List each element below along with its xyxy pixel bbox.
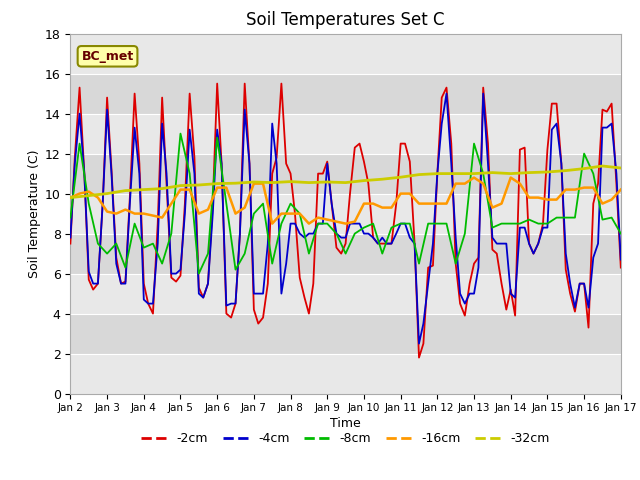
-32cm [122, 188, 129, 193]
-2cm [415, 355, 423, 360]
Bar [70, 313, 621, 354]
-8cm [617, 231, 625, 237]
-32cm [452, 171, 460, 177]
-32cm [195, 182, 203, 188]
-32cm [268, 180, 276, 185]
-16cm [259, 180, 267, 186]
-8cm [415, 261, 423, 266]
Text: BC_met: BC_met [81, 50, 134, 63]
-32cm [85, 192, 93, 199]
-8cm [378, 251, 386, 256]
-32cm [158, 186, 166, 192]
-32cm [378, 176, 386, 182]
-16cm [268, 221, 276, 227]
-32cm [525, 170, 533, 176]
-4cm [617, 257, 625, 263]
-32cm [617, 165, 625, 171]
-2cm [213, 81, 221, 86]
-4cm [411, 240, 419, 247]
Bar [70, 73, 621, 114]
-32cm [488, 170, 496, 176]
-16cm [177, 187, 184, 192]
-2cm [617, 264, 625, 270]
-16cm [406, 191, 413, 196]
-32cm [232, 180, 239, 186]
-4cm [195, 291, 203, 297]
Bar [70, 274, 621, 313]
-32cm [507, 171, 515, 177]
-32cm [103, 191, 111, 196]
Bar [70, 193, 621, 234]
-32cm [598, 163, 606, 169]
-32cm [287, 179, 294, 184]
-32cm [360, 178, 368, 183]
-8cm [562, 215, 570, 220]
-32cm [470, 171, 478, 177]
-16cm [369, 201, 377, 206]
-4cm [589, 255, 597, 261]
-8cm [177, 131, 184, 136]
-16cm [195, 211, 203, 216]
-16cm [617, 187, 625, 192]
-4cm [301, 235, 308, 240]
Bar [70, 354, 621, 394]
-16cm [470, 175, 478, 180]
Line: -32cm: -32cm [70, 166, 621, 198]
X-axis label: Time: Time [330, 418, 361, 431]
-4cm [415, 341, 423, 347]
-8cm [213, 135, 221, 141]
-2cm [67, 240, 74, 247]
-32cm [397, 174, 404, 180]
-32cm [213, 180, 221, 186]
-16cm [562, 187, 570, 192]
-8cm [67, 215, 74, 220]
Y-axis label: Soil Temperature (C): Soil Temperature (C) [28, 149, 40, 278]
-8cm [195, 271, 203, 276]
-32cm [433, 171, 441, 177]
-2cm [305, 311, 313, 316]
-32cm [177, 183, 184, 189]
-32cm [580, 166, 588, 171]
-4cm [447, 161, 455, 167]
Line: -4cm: -4cm [70, 94, 621, 344]
-8cm [186, 171, 193, 177]
-2cm [195, 285, 203, 290]
Bar [70, 34, 621, 73]
-32cm [140, 187, 148, 192]
-32cm [323, 179, 331, 185]
-2cm [420, 341, 428, 347]
-32cm [342, 180, 349, 185]
Title: Soil Temperatures Set C: Soil Temperatures Set C [246, 11, 445, 29]
-32cm [250, 179, 258, 185]
-4cm [67, 235, 74, 240]
Line: -16cm: -16cm [70, 178, 621, 224]
Legend: -2cm, -4cm, -8cm, -16cm, -32cm: -2cm, -4cm, -8cm, -16cm, -32cm [136, 427, 555, 450]
-2cm [122, 279, 129, 285]
-2cm [589, 201, 597, 206]
Bar [70, 154, 621, 193]
-2cm [447, 141, 455, 146]
Bar [70, 114, 621, 154]
-32cm [543, 169, 551, 175]
-8cm [278, 221, 285, 227]
Bar [70, 234, 621, 274]
-16cm [67, 195, 74, 201]
-32cm [305, 180, 313, 185]
-4cm [122, 281, 129, 287]
-32cm [67, 195, 74, 201]
-32cm [562, 168, 570, 173]
Line: -8cm: -8cm [70, 133, 621, 274]
-32cm [415, 172, 423, 178]
Line: -2cm: -2cm [70, 84, 621, 358]
-4cm [443, 91, 451, 96]
